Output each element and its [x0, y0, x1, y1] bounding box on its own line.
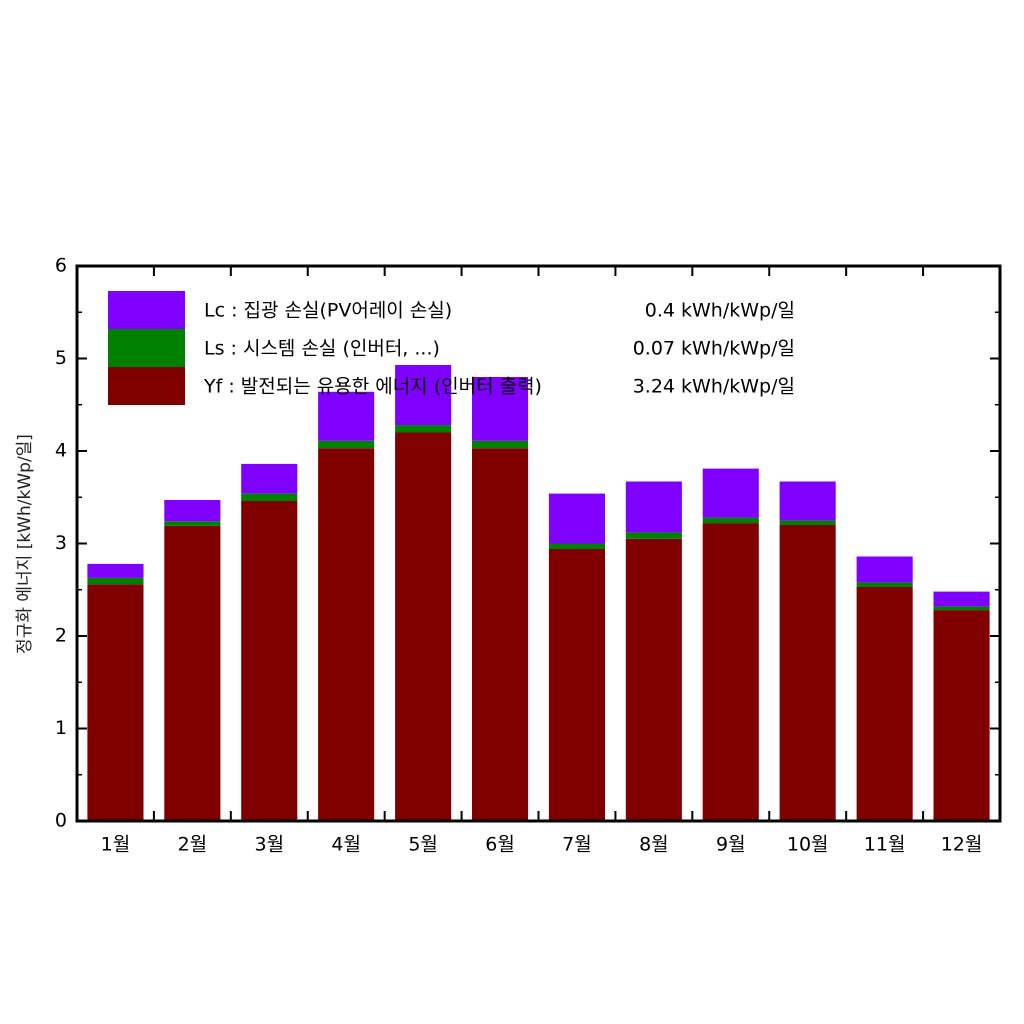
bar-yf [164, 525, 221, 821]
legend-swatch [108, 367, 185, 405]
bar-yf [548, 549, 605, 821]
bar-ls [702, 517, 759, 524]
bar-yf [241, 500, 298, 821]
x-tick-label: 10월 [787, 834, 829, 856]
bar-lc [548, 493, 605, 544]
bar-yf [933, 610, 990, 821]
legend-value: 3.24 kWh/kWp/일 [633, 376, 795, 398]
x-tick-label: 5월 [408, 834, 438, 856]
bar-yf [395, 432, 452, 821]
x-tick-label: 4월 [331, 834, 361, 856]
x-tick-label: 2월 [178, 834, 208, 856]
x-tick-label: 8월 [639, 834, 669, 856]
legend-label: Ls : 시스템 손실 (인버터, ...) [204, 338, 440, 360]
bar-ls [933, 606, 990, 611]
bar-ls [779, 520, 836, 525]
bar-yf [856, 587, 913, 821]
bar-yf [625, 538, 682, 821]
bar-lc [241, 463, 298, 494]
legend-swatch [108, 329, 185, 367]
bars-group [87, 365, 990, 821]
bar-ls [548, 543, 605, 549]
bar-ls [87, 577, 144, 585]
x-tick-label: 3월 [255, 834, 285, 856]
legend-label: Lc : 집광 손실(PV어레이 손실) [204, 300, 452, 322]
y-tick-label: 0 [55, 810, 67, 832]
y-tick-label: 1 [55, 717, 67, 739]
bar-ls [856, 582, 913, 587]
bar-yf [318, 448, 375, 821]
y-tick-label: 2 [55, 625, 67, 647]
bar-lc [164, 500, 221, 522]
bar-lc [702, 468, 759, 518]
bar-yf [702, 523, 759, 821]
bar-lc [625, 481, 682, 533]
y-axis: 0 1 2 3 4 5 6 [55, 255, 1000, 832]
bar-lc [472, 377, 529, 441]
x-tick-label: 12월 [941, 834, 983, 856]
bar-lc [779, 481, 836, 521]
x-axis: 1월 2월 3월 4월 5월 6월 7월 8월 9월 10월 11월 12월 [101, 266, 983, 856]
legend-value: 0.07 kWh/kWp/일 [633, 338, 795, 360]
bar-yf [779, 525, 836, 821]
y-axis-label: 정규화 에너지 [kWh/kWp/일] [15, 434, 35, 654]
bar-yf [472, 448, 529, 821]
bar-ls [241, 493, 298, 501]
x-tick-label: 11월 [864, 834, 906, 856]
bar-lc [856, 556, 913, 583]
legend-value: 0.4 kWh/kWp/일 [645, 300, 795, 322]
bar-ls [318, 440, 375, 449]
y-tick-label: 6 [55, 255, 67, 277]
bar-yf [87, 584, 144, 821]
bar-ls [395, 425, 452, 433]
bar-lc [395, 365, 452, 426]
bar-lc [87, 563, 144, 578]
bar-ls [472, 440, 529, 449]
bar-lc [318, 391, 375, 441]
x-tick-label: 9월 [716, 834, 746, 856]
legend-label: Yf : 발전되는 유용한 에너지 (인버터 출력) [203, 376, 542, 398]
x-tick-label: 1월 [101, 834, 131, 856]
y-tick-label: 3 [55, 532, 67, 554]
legend: Lc : 집광 손실(PV어레이 손실) 0.4 kWh/kWp/일 Ls : 시스… [108, 291, 795, 405]
y-tick-label: 4 [55, 440, 67, 462]
x-tick-label: 7월 [562, 834, 592, 856]
bar-lc [933, 591, 990, 607]
bar-ls [164, 521, 221, 526]
x-tick-label: 6월 [485, 834, 515, 856]
legend-swatch [108, 291, 185, 329]
y-tick-label: 5 [55, 347, 67, 369]
bar-ls [625, 532, 682, 539]
